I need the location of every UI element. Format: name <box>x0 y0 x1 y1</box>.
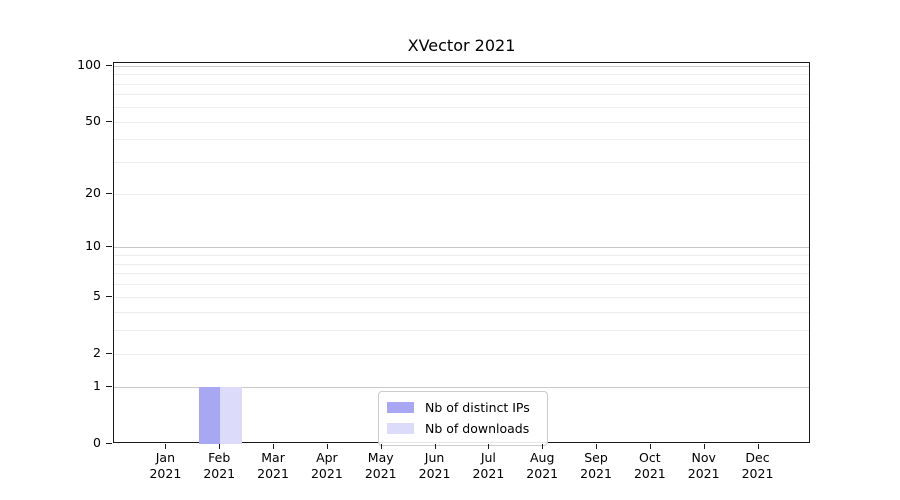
minor-gridline <box>114 139 809 141</box>
minor-gridline <box>114 297 809 299</box>
x-tick <box>703 444 705 449</box>
x-tick-label: Apr 2021 <box>299 450 355 481</box>
minor-gridline <box>114 284 809 286</box>
x-tick-year: 2021 <box>472 465 505 481</box>
legend-swatch-icon <box>387 402 414 413</box>
legend-label: Nb of downloads <box>425 421 530 436</box>
x-tick-label: Sep 2021 <box>568 450 624 481</box>
x-tick-year: 2021 <box>580 465 612 481</box>
legend-label: Nb of distinct IPs <box>425 400 530 415</box>
y-tick <box>106 352 112 354</box>
y-tick-label: 2 <box>93 344 101 360</box>
x-tick-label: Aug 2021 <box>514 450 570 481</box>
x-tick-label: Oct 2021 <box>622 450 678 481</box>
legend-item: Nb of downloads <box>387 418 538 439</box>
major-gridline <box>114 387 809 389</box>
y-tick <box>106 443 112 444</box>
x-tick-label: Dec 2021 <box>730 450 786 481</box>
legend-swatch-icon <box>387 423 414 434</box>
y-tick <box>106 246 112 248</box>
x-tick-year: 2021 <box>633 465 666 481</box>
minor-gridline <box>114 312 809 313</box>
minor-gridline <box>114 330 809 332</box>
minor-gridline <box>114 263 809 265</box>
x-tick-year: 2021 <box>257 465 289 481</box>
x-tick <box>273 444 275 449</box>
bar-feb-s0 <box>198 387 221 444</box>
x-tick-year: 2021 <box>364 465 397 481</box>
y-tick-label: 50 <box>85 112 101 128</box>
bar-feb-s1 <box>220 387 242 444</box>
x-tick-year: 2021 <box>149 465 182 481</box>
x-tick-label: Mar 2021 <box>245 450 301 481</box>
x-tick-label: May 2021 <box>353 450 409 481</box>
y-tick <box>106 120 112 122</box>
y-tick-label: 20 <box>85 185 101 201</box>
major-gridline <box>114 65 809 67</box>
minor-gridline <box>114 162 809 164</box>
legend-item: Nb of distinct IPs <box>387 397 538 418</box>
x-tick <box>757 444 759 449</box>
x-tick <box>596 444 598 449</box>
minor-gridline <box>114 121 809 123</box>
x-tick <box>326 444 328 449</box>
x-tick <box>542 444 544 449</box>
y-tick-label: 5 <box>93 288 101 304</box>
x-tick-label: Feb 2021 <box>191 450 247 481</box>
plot-area: Nb of distinct IPs Nb of downloads <box>113 62 810 446</box>
x-tick <box>219 444 221 449</box>
minor-gridline <box>114 94 809 96</box>
minor-gridline <box>114 273 809 275</box>
minor-gridline <box>114 106 809 108</box>
y-tick-label: 10 <box>85 238 101 254</box>
x-tick-year: 2021 <box>687 465 720 481</box>
x-tick <box>488 444 490 449</box>
y-tick <box>106 386 112 388</box>
x-tick-year: 2021 <box>526 465 559 481</box>
x-tick-label: Jul 2021 <box>460 450 516 481</box>
major-gridline <box>114 247 809 249</box>
x-tick <box>434 444 436 449</box>
x-tick-label: Nov 2021 <box>676 450 732 481</box>
y-tick-label: 1 <box>93 378 101 394</box>
y-tick <box>106 193 112 195</box>
minor-gridline <box>114 74 809 76</box>
y-tick-label: 0 <box>93 435 101 450</box>
x-tick-year: 2021 <box>203 465 236 481</box>
x-tick-year: 2021 <box>310 465 343 481</box>
legend: Nb of distinct IPs Nb of downloads <box>378 391 548 446</box>
chart-title: XVector 2021 <box>407 36 516 55</box>
x-tick <box>165 444 167 449</box>
y-tick <box>106 64 112 66</box>
x-tick-label: Jan 2021 <box>137 450 193 481</box>
x-tick <box>649 444 651 449</box>
x-tick-year: 2021 <box>418 465 451 481</box>
minor-gridline <box>114 255 809 257</box>
x-tick-year: 2021 <box>741 465 774 481</box>
y-tick <box>106 296 112 298</box>
minor-gridline <box>114 194 809 196</box>
x-tick-label: Jun 2021 <box>407 450 463 481</box>
minor-gridline <box>114 353 809 355</box>
minor-gridline <box>114 83 809 85</box>
x-tick <box>380 444 382 449</box>
y-tick-label: 100 <box>77 56 101 72</box>
